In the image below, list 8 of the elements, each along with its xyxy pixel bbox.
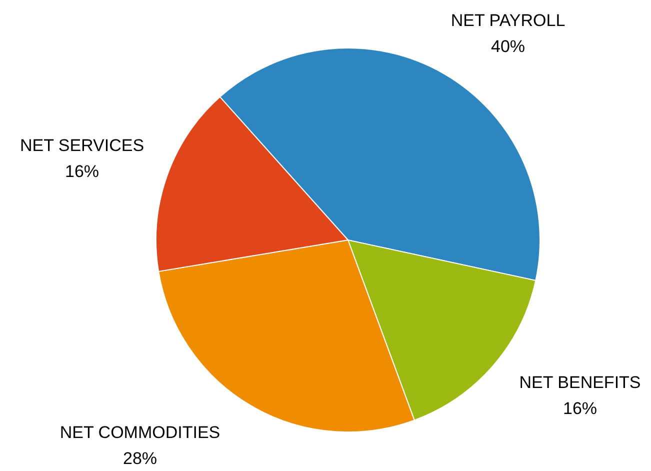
data-label: 28% — [122, 449, 158, 468]
slice-label: NET BENEFITS — [519, 373, 641, 392]
slice-label: NET COMMODITIES — [60, 423, 220, 442]
data-label: 40% — [490, 37, 526, 56]
data-label: 16% — [64, 162, 100, 181]
slice-label: NET PAYROLL — [450, 11, 566, 30]
data-label: 16% — [562, 399, 598, 418]
slice-label: NET SERVICES — [20, 136, 144, 155]
